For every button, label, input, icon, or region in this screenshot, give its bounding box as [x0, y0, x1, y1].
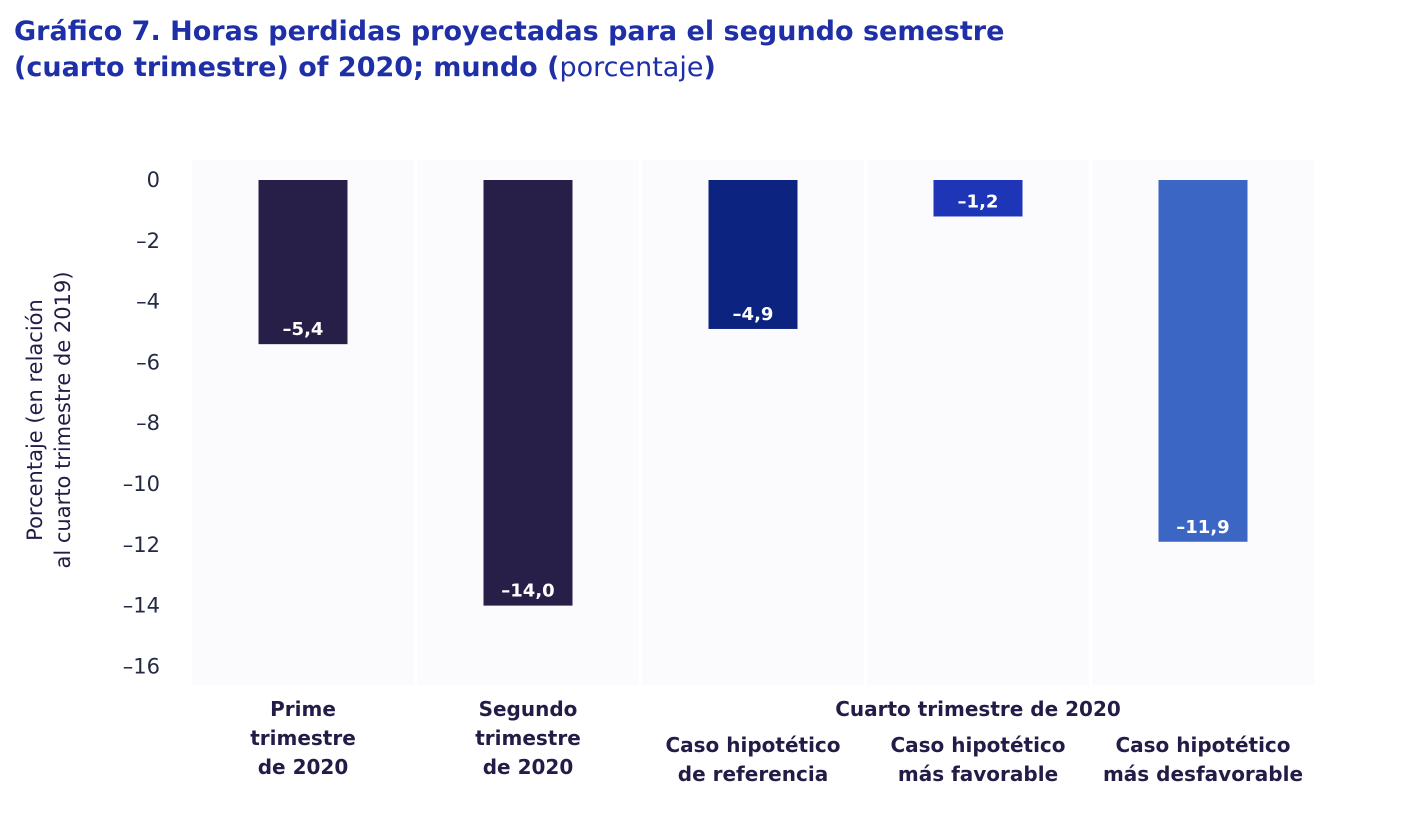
value-label-4: –11,9: [1176, 517, 1229, 538]
value-label-1: –14,0: [501, 581, 554, 602]
bars: [258, 180, 1248, 606]
y-tick-label: –8: [136, 411, 160, 435]
chart-title-paren-open: (: [547, 52, 560, 83]
y-tick-label: –16: [123, 654, 160, 678]
category-label-0: Prime trimestre de 2020: [250, 697, 356, 779]
chart-title-unit: porcentaje: [559, 52, 704, 83]
y-tick-label: –2: [136, 229, 160, 253]
y-axis-ticks: 0 –2 –4 –6 –8 –10 –12 –14 –16: [123, 168, 160, 678]
chart-title-line2: (cuarto trimestre) of 2020; mundo (porce…: [14, 50, 1114, 86]
y-tick-label: –12: [123, 533, 160, 557]
value-label-2: –4,9: [733, 304, 774, 325]
bar-3: [933, 180, 1023, 217]
category-label-3: Caso hipotético más favorable: [890, 733, 1065, 786]
chart-title: Gráfico 7. Horas perdidas proyectadas pa…: [14, 14, 1114, 86]
plot-band-3: [867, 160, 1089, 685]
group-label: Cuarto trimestre de 2020: [835, 697, 1121, 721]
bar-4: [1158, 180, 1248, 542]
category-labels: Prime trimestre de 2020 Segundo trimestre de …: [250, 697, 1303, 786]
bar-1: [483, 180, 573, 606]
chart-title-line2-bold: (cuarto trimestre) of 2020; mundo: [14, 52, 538, 83]
category-label-1: Segundo trimestre de 2020: [475, 697, 581, 779]
category-label-2: Caso hipotético de referencia: [665, 733, 840, 786]
chart-title-line1: Gráfico 7. Horas perdidas proyectadas pa…: [14, 16, 1005, 47]
value-label-3: –1,2: [958, 191, 999, 212]
y-tick-label: 0: [147, 168, 160, 192]
category-label-4: Caso hipotético más desfavorable: [1103, 733, 1303, 786]
y-axis-label: Porcentaje (en relación al cuarto trimest…: [23, 271, 75, 568]
y-tick-label: –14: [123, 594, 160, 618]
bar-0: [258, 180, 348, 345]
value-label-0: –5,4: [283, 319, 324, 340]
y-tick-label: –10: [123, 472, 160, 496]
y-tick-label: –6: [136, 350, 160, 374]
chart-title-paren-close: ): [703, 52, 716, 83]
bar-2: [708, 180, 798, 329]
y-axis-label-text: Porcentaje (en relación al cuarto trimest…: [23, 271, 75, 568]
value-labels: –5,4 –14,0 –4,9 –1,2 –11,9: [283, 191, 1230, 601]
y-tick-label: –4: [136, 290, 160, 314]
